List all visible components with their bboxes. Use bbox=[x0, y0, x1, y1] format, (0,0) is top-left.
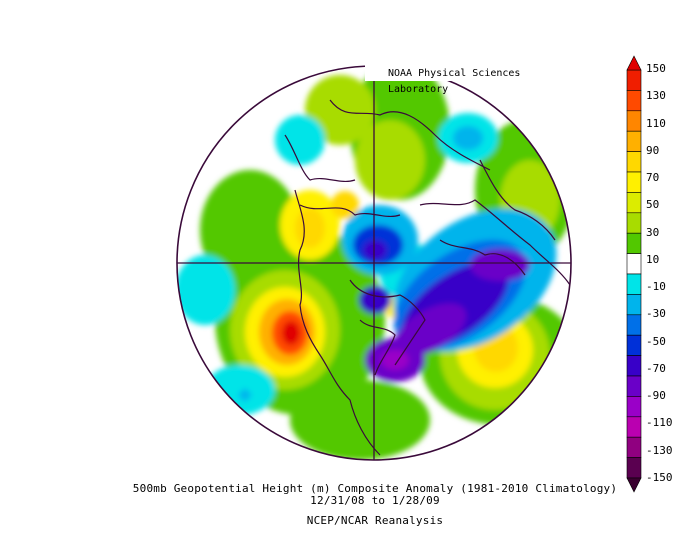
colorbar-swatch bbox=[626, 436, 642, 458]
colorbar-tick-label: -10 bbox=[646, 280, 666, 294]
colorbar-swatch bbox=[626, 273, 642, 295]
colorbar-min-arrow bbox=[626, 477, 642, 493]
colorbar-swatch bbox=[626, 294, 642, 316]
colorbar-swatch bbox=[626, 171, 642, 193]
anomaly-field bbox=[177, 66, 571, 460]
colorbar bbox=[626, 55, 642, 493]
colorbar-tick-label: 110 bbox=[646, 116, 666, 130]
colorbar-swatch bbox=[626, 416, 642, 438]
colorbar-swatch bbox=[626, 110, 642, 132]
colorbar-tick-label: 90 bbox=[646, 143, 660, 157]
colorbar-tick-label: -90 bbox=[646, 389, 666, 403]
colorbar-swatch bbox=[626, 314, 642, 336]
dataset-source: NCEP/NCAR Reanalysis bbox=[306, 514, 444, 527]
colorbar-swatch bbox=[626, 232, 642, 254]
colorbar-swatch bbox=[626, 192, 642, 214]
colorbar-swatch bbox=[626, 396, 642, 418]
date-range: 12/31/08 to 1/28/09 bbox=[310, 494, 440, 507]
colorbar-swatch bbox=[626, 151, 642, 173]
colorbar-swatch bbox=[626, 253, 642, 275]
colorbar-swatch bbox=[626, 355, 642, 377]
colorbar-tick-label: -50 bbox=[646, 334, 666, 348]
colorbar-tick-label: 150 bbox=[646, 62, 666, 75]
colorbar-swatch bbox=[626, 130, 642, 152]
colorbar-tick-label: 130 bbox=[646, 89, 666, 103]
colorbar-max-arrow bbox=[626, 55, 642, 71]
colorbar-tick-label: 50 bbox=[646, 198, 660, 212]
colorbar-tick-label: -30 bbox=[646, 307, 666, 321]
colorbar-tick-label: 10 bbox=[646, 252, 660, 266]
colorbar-tick-label: -130 bbox=[646, 443, 673, 457]
colorbar-swatch bbox=[626, 334, 642, 356]
colorbar-swatch bbox=[626, 457, 642, 479]
colorbar-tick-label: -150 bbox=[646, 471, 673, 484]
colorbar-tick-label: -110 bbox=[646, 416, 673, 430]
colorbar-tick-label: 70 bbox=[646, 171, 660, 185]
colorbar-swatch bbox=[626, 69, 642, 91]
colorbar-swatch bbox=[626, 375, 642, 397]
map-title: 500mb Geopotential Height (m) Composite … bbox=[132, 482, 618, 495]
credit-label: NOAA Physical Sciences Laboratory bbox=[365, 65, 573, 95]
colorbar-tick-label: -70 bbox=[646, 361, 666, 375]
coastlines bbox=[284, 99, 571, 456]
colorbar-swatch bbox=[626, 212, 642, 234]
colorbar-swatch bbox=[626, 90, 642, 112]
colorbar-tick-label: 30 bbox=[646, 225, 660, 239]
